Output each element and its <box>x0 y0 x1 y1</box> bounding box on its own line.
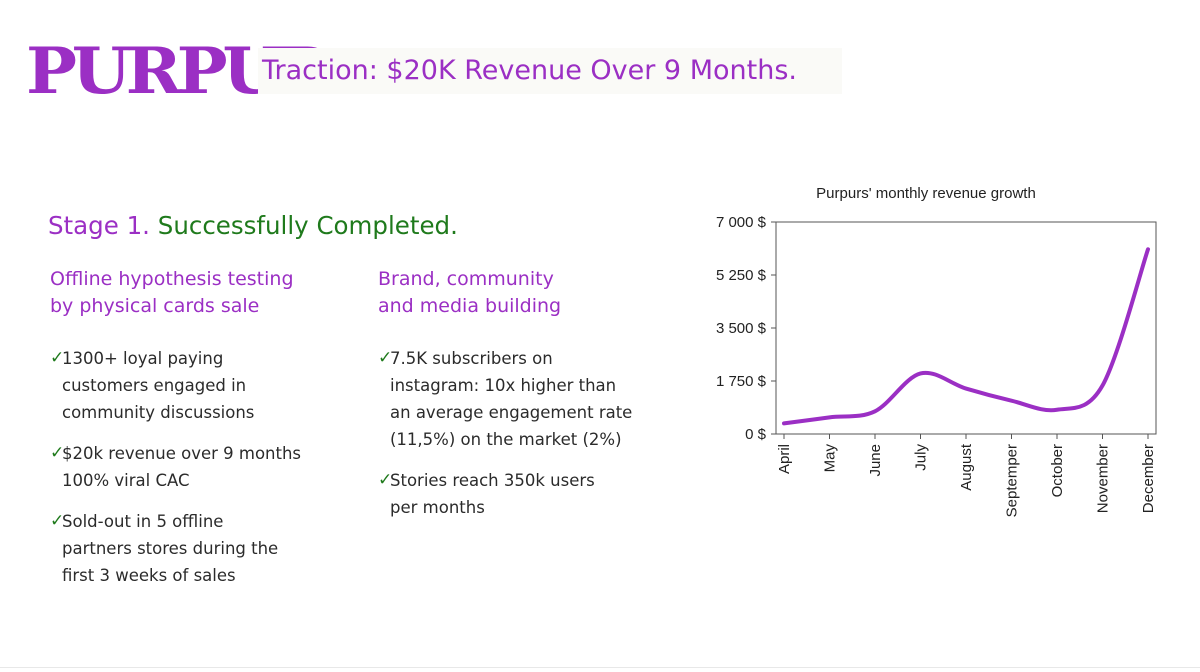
x-tick-label: December <box>1140 444 1157 513</box>
column-heading: Offline hypothesis testing by physical c… <box>50 268 294 317</box>
x-tick-label: April <box>776 444 793 474</box>
column-heading: Brand, community and media building <box>378 268 562 317</box>
bullet-text: 1300+ loyal paying customers engaged in … <box>62 349 255 422</box>
column-offline-testing: Offline hypothesis testing by physical c… <box>50 266 360 603</box>
chart-title: Purpurs' monthly revenue growth <box>816 185 1036 202</box>
stage-heading: Stage 1. Successfully Completed. <box>48 206 458 246</box>
x-tick-label: July <box>913 444 930 471</box>
x-tick-label: November <box>1095 444 1112 513</box>
bullet-item: ✓ $20k revenue over 9 months 100% viral … <box>50 440 360 494</box>
plot-frame <box>775 221 1157 435</box>
bullet-item: ✓ 1300+ loyal paying customers engaged i… <box>50 345 360 426</box>
bullet-text: $20k revenue over 9 months 100% viral CA… <box>62 444 302 490</box>
bullet-item: ✓ 7.5K subscribers on instagram: 10x hig… <box>378 345 678 453</box>
y-tick-label: 0 $ <box>745 426 767 443</box>
column-brand-building: Brand, community and media building ✓ 7.… <box>378 266 678 535</box>
check-icon: ✓ <box>378 470 393 490</box>
y-tick-label: 7 000 $ <box>716 214 767 231</box>
y-tick-label: 1 750 $ <box>716 373 767 390</box>
x-tick-label: June <box>867 444 884 477</box>
stage-label: Stage 1. <box>48 211 150 240</box>
slide-title: Traction: $20K Revenue Over 9 Months. <box>258 48 842 94</box>
x-tick-label: October <box>1049 444 1066 497</box>
bullet-text: Sold-out in 5 offline partners stores du… <box>62 512 279 585</box>
bullet-item: ✓ Sold-out in 5 offline partners stores … <box>50 508 360 589</box>
revenue-series-line <box>782 247 1150 426</box>
x-tick-label: Septemper <box>1004 444 1021 517</box>
check-icon: ✓ <box>50 443 65 463</box>
x-tick-label: May <box>822 444 839 473</box>
check-icon: ✓ <box>378 348 393 368</box>
bullet-text: Stories reach 350k users per months <box>390 471 595 517</box>
bullet-item: ✓ Stories reach 350k users per months <box>378 467 678 521</box>
revenue-line-chart: Purpurs' monthly revenue growth 0 $ 1 750 … <box>716 185 1157 517</box>
footer-divider <box>0 667 1200 668</box>
bullet-text: 7.5K subscribers on instagram: 10x highe… <box>390 349 633 449</box>
x-tick-label: August <box>958 443 975 491</box>
stage-status: Successfully Completed. <box>157 211 458 240</box>
check-icon: ✓ <box>50 348 65 368</box>
check-icon: ✓ <box>50 511 65 531</box>
y-tick-label: 3 500 $ <box>716 320 767 337</box>
y-tick-label: 5 250 $ <box>716 267 767 284</box>
